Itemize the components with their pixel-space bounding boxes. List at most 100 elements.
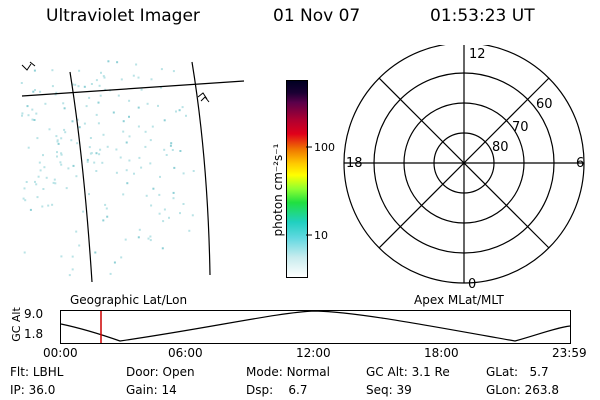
uv-speckle [71,120,74,123]
lat-label-70: 70 [512,120,529,135]
uv-speckle [89,137,92,139]
info-flt: Flt: LBHL [10,365,64,379]
uv-speckle [158,193,161,196]
uv-speckle [51,85,54,88]
uv-speckle [23,251,26,254]
uv-speckle [32,90,35,93]
info-seq: Seq: 39 [366,383,412,397]
uv-speckle [171,149,174,151]
uv-speckle [159,175,161,178]
timeline-axis-label: GC Alt [9,307,23,342]
timeline-xtick-2359: 23:59 [552,346,587,360]
uv-speckle [55,91,58,94]
uv-speckle [56,139,59,142]
uv-speckle [74,83,77,86]
uv-speckle [120,256,123,259]
uv-speckle [33,119,36,121]
uv-speckle [106,145,109,148]
uv-speckle [150,78,153,81]
uv-speckle [60,163,63,166]
lat-label-80: 80 [492,140,509,155]
uv-speckle [29,208,32,211]
uv-speckle [175,110,177,113]
colorbar-tick-100: 100 [314,141,335,154]
uv-speckle [132,74,135,77]
info-ip: IP: 36.0 [10,383,56,397]
uv-speckle [152,187,155,190]
uv-speckle [145,194,148,197]
uv-speckle [169,144,172,147]
uv-speckle [149,162,152,165]
uv-speckle [144,145,147,148]
geographic-caption: Geographic Lat/Lon [70,293,188,307]
uv-speckle [162,220,165,223]
instrument-title: Ultraviolet Imager [46,6,200,26]
uv-speckle [95,170,98,172]
uv-speckle [126,182,129,185]
uv-speckle [88,193,90,196]
uv-speckle [47,204,50,207]
uv-speckle [21,112,24,115]
uv-speckle [147,237,150,240]
uv-speckle [78,244,81,247]
uv-speckle [63,128,66,131]
uv-speckle [83,122,86,125]
uv-speckle [86,160,89,163]
uv-speckle [20,82,23,84]
uv-speckle [38,161,41,164]
uv-speckle [165,154,168,156]
info-gc-alt: GC Alt: 3.1 Re [366,365,450,379]
uv-speckle [56,140,59,143]
uv-speckle [36,137,39,140]
uv-speckle [39,90,42,93]
uv-speckle [27,114,30,117]
uv-speckle [99,148,102,151]
mlt-label-12: 12 [469,47,486,62]
uv-speckle [163,119,166,122]
uv-speckle [128,159,131,162]
uv-speckle [160,68,163,71]
timeline-ytick-max: 9.0 [24,307,44,321]
uv-speckle [125,141,128,144]
uv-speckle [51,69,54,72]
lat-label-60: 60 [536,97,553,112]
uv-speckle [100,71,102,74]
uv-speckle [125,169,128,172]
uv-speckle [109,272,112,275]
uv-speckle [98,153,101,156]
uv-speckle [181,106,184,109]
uv-speckle [63,107,66,110]
mlt-label-0: 0 [468,277,477,292]
uv-speckle [160,86,162,89]
uv-speckle [42,188,45,190]
uv-speckle [43,166,46,169]
uv-speckle [86,158,89,161]
uv-speckle [128,135,131,138]
colorbar-label: photon cm⁻²s⁻¹ [271,143,285,237]
uv-speckle [173,166,176,169]
uv-speckle [106,215,109,218]
info-door: Door: Open [126,365,195,379]
uv-speckle [52,181,55,184]
uv-speckle [76,118,79,121]
uv-speckle [105,207,108,210]
uv-speckle [31,118,34,121]
uv-speckle [98,84,101,87]
uv-speckle [191,214,194,217]
uv-speckle [71,268,74,271]
uv-speckle [102,75,105,78]
uv-speckle [172,197,175,200]
uv-speckle [72,164,75,167]
uv-speckle [90,152,93,155]
uv-speckle [71,83,74,86]
geographic-image-panel [20,60,245,283]
uv-speckle [112,111,115,114]
info-glon: GLon: 263.8 [486,383,559,397]
timeline-ytick-min: 1.8 [24,327,44,341]
uv-speckle [70,139,73,142]
uv-speckle [161,247,164,250]
uv-speckle [172,70,175,73]
colorbar-ticks [306,146,312,236]
time-label: 01:53:23 UT [430,6,535,26]
uv-speckle [102,219,105,222]
